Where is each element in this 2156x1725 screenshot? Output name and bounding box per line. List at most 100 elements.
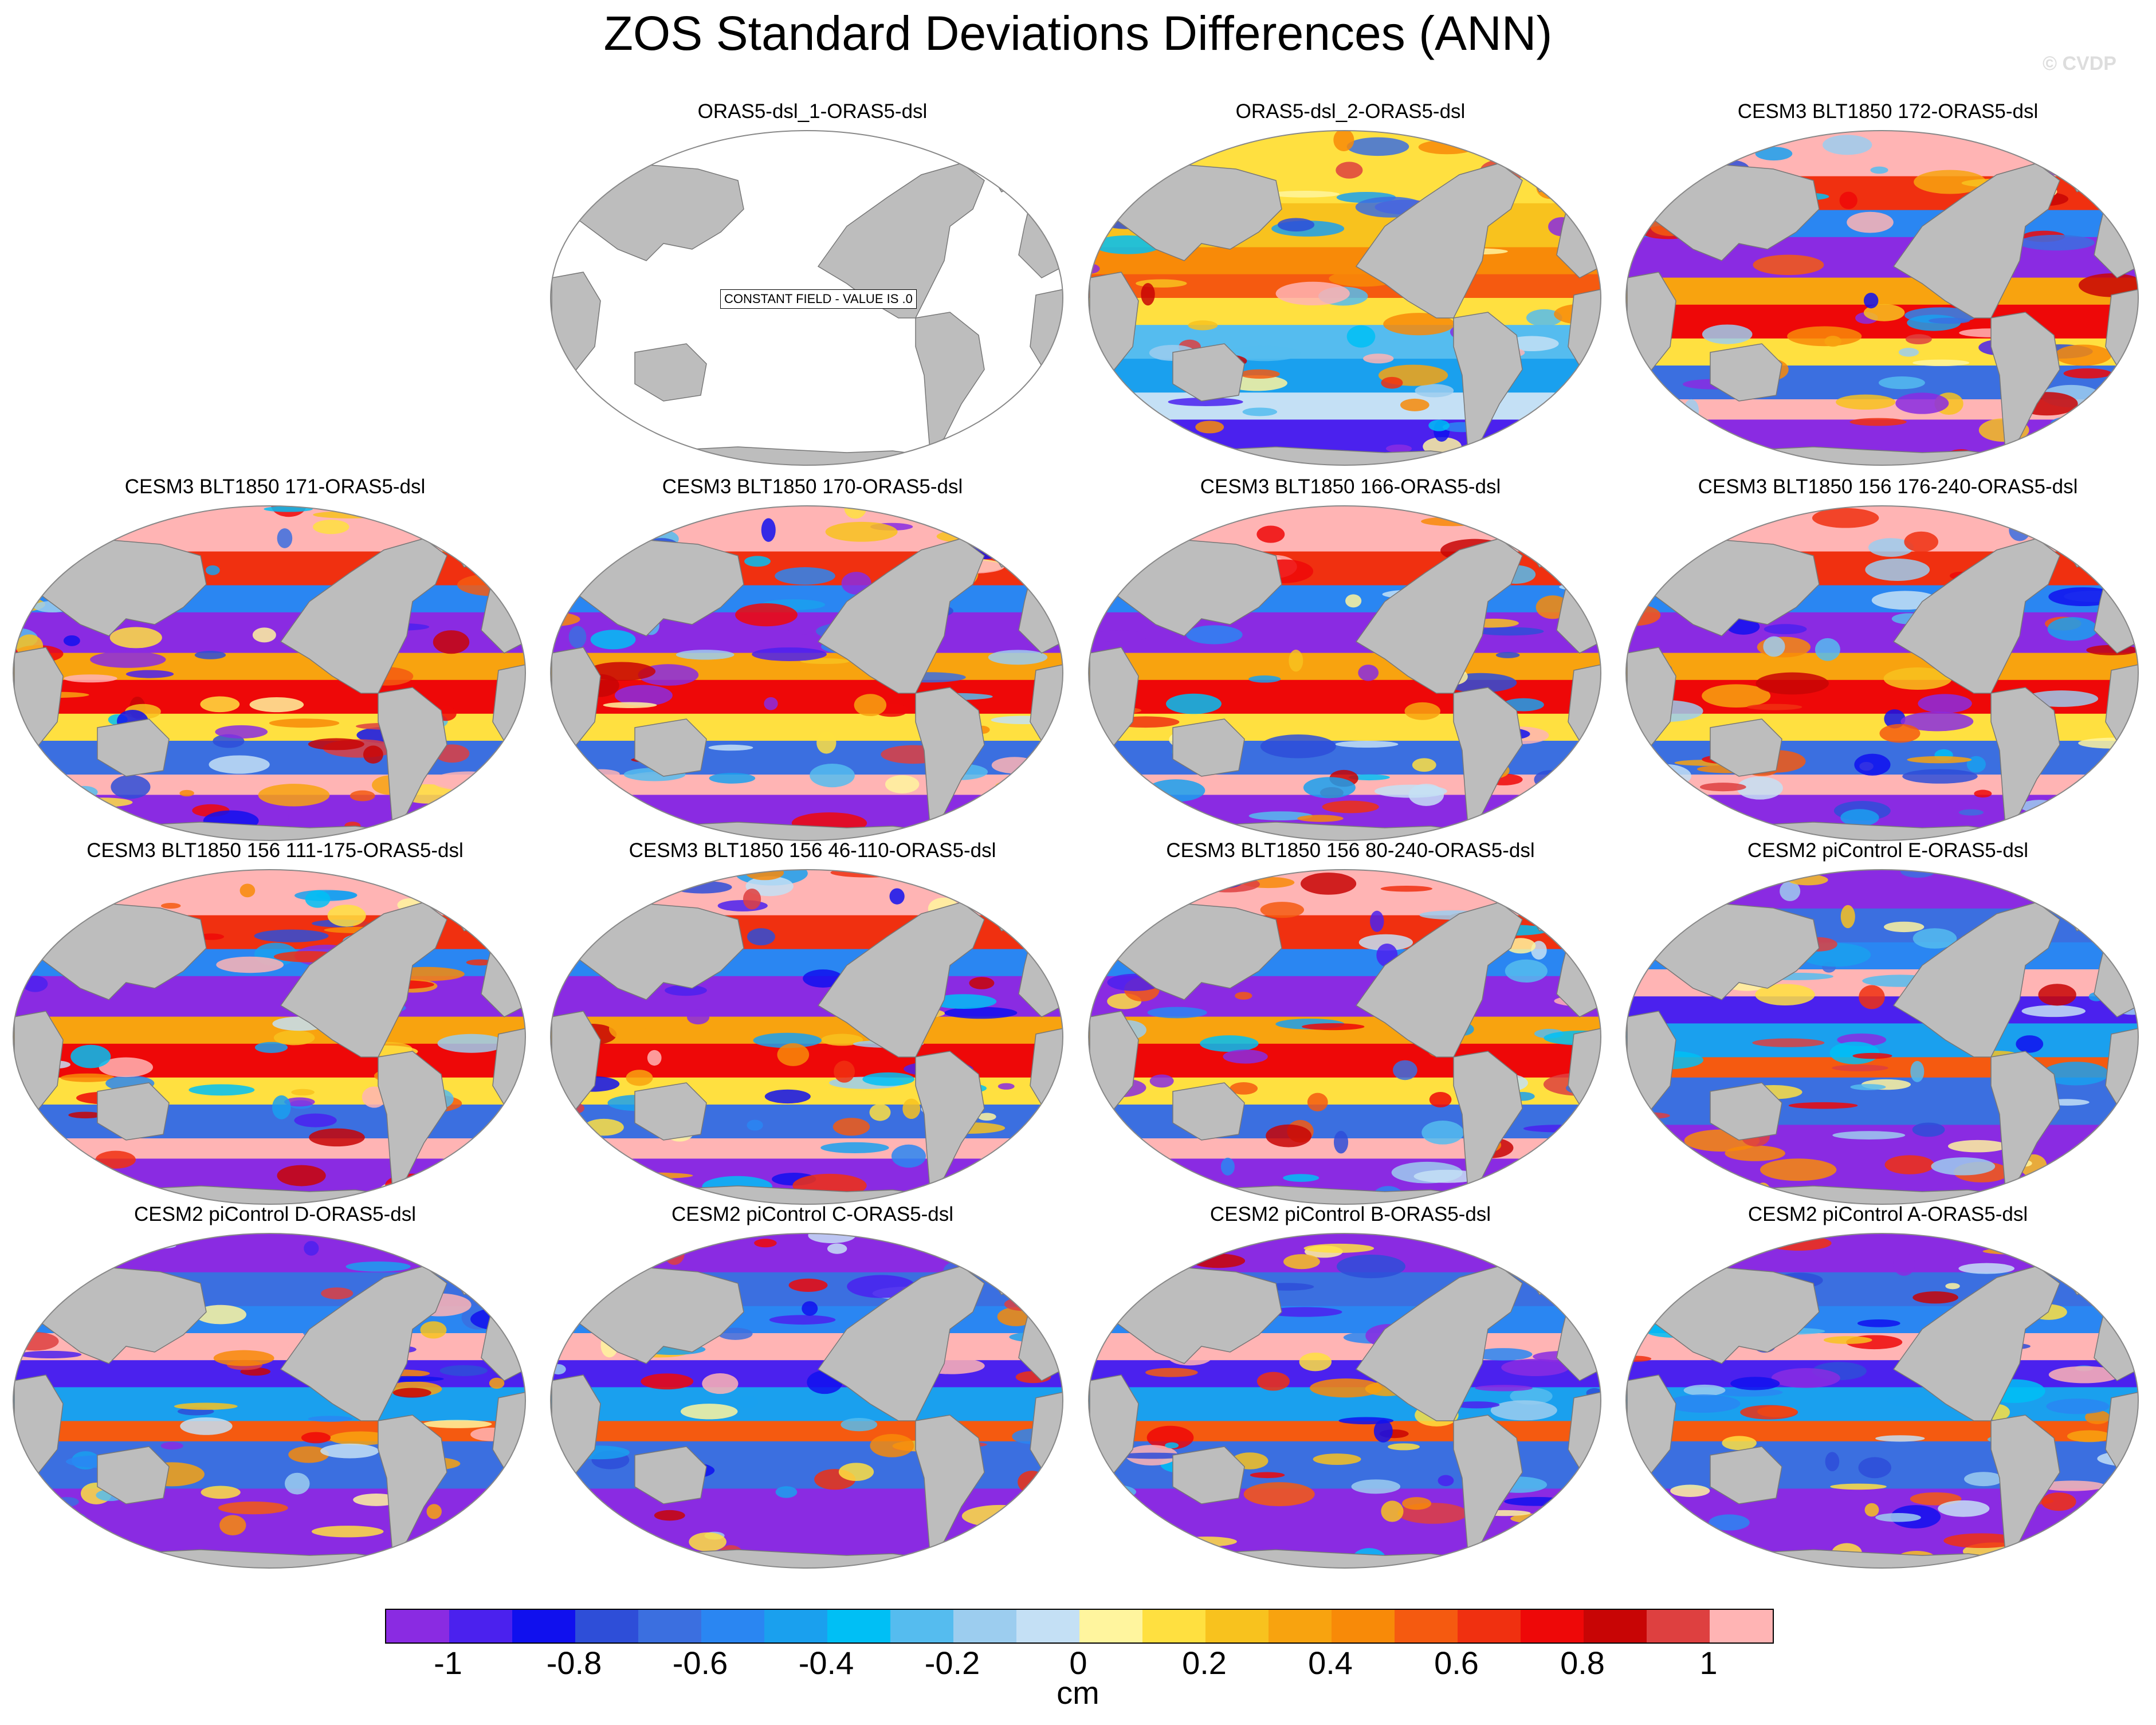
panel-title: CESM3 BLT1850 166-ORAS5-dsl xyxy=(1200,476,1501,498)
field-patch xyxy=(1878,376,1925,390)
field-patch xyxy=(95,1150,136,1169)
field-patch xyxy=(442,1546,468,1559)
field-patch xyxy=(1864,1503,1879,1517)
field-patch xyxy=(1645,1256,1663,1273)
field-patch xyxy=(608,1017,646,1040)
field-patch xyxy=(1788,1102,1858,1109)
panel-title: CESM3 BLT1850 156 176-240-ORAS5-dsl xyxy=(1698,476,2078,498)
field-patch xyxy=(449,1246,497,1268)
field-patch xyxy=(2009,518,2031,541)
field-patch xyxy=(966,1555,1020,1568)
field-patch xyxy=(198,933,225,940)
field-patch xyxy=(1266,1307,1342,1317)
land-mass xyxy=(915,1414,985,1554)
field-patch xyxy=(551,1140,574,1163)
field-patch xyxy=(1310,1378,1383,1398)
field-patch xyxy=(551,1448,564,1471)
field-patch xyxy=(13,779,65,794)
field-patch xyxy=(1636,764,1691,788)
field-patch xyxy=(13,1126,26,1139)
field-patch xyxy=(1381,1500,1404,1522)
field-patch xyxy=(345,1261,411,1272)
field-patch xyxy=(13,1332,59,1351)
field-patch xyxy=(825,521,898,542)
field-patch xyxy=(735,603,798,627)
field-patch xyxy=(1195,421,1224,434)
field-patch xyxy=(2092,1258,2106,1272)
field-patch xyxy=(1392,1060,1417,1080)
field-patch xyxy=(995,779,1063,793)
panel-title: CESM3 BLT1850 156 80-240-ORAS5-dsl xyxy=(1166,839,1535,862)
field-patch xyxy=(718,1327,753,1340)
field-patch xyxy=(1566,775,1584,784)
field-patch xyxy=(288,805,304,830)
field-patch xyxy=(1112,783,1145,795)
field-patch xyxy=(269,718,340,728)
field-patch xyxy=(1181,820,1218,826)
field-patch xyxy=(902,1098,921,1119)
field-patch xyxy=(1752,1038,1825,1047)
field-patch xyxy=(737,1395,759,1409)
field-patch xyxy=(64,674,117,683)
field-patch xyxy=(1655,429,1701,450)
field-patch xyxy=(1513,1543,1586,1567)
field-patch xyxy=(2021,131,2043,141)
panel-title: CESM3 BLT1850 172-ORAS5-dsl xyxy=(1737,100,2039,123)
field-patch xyxy=(502,1510,520,1522)
field-patch xyxy=(32,1510,87,1526)
field-patch xyxy=(2042,1062,2109,1086)
field-patch xyxy=(1358,665,1379,681)
field-patch xyxy=(1883,667,1952,690)
field-patch xyxy=(419,1550,454,1567)
map-panel: CESM2 piControl C-ORAS5-dsl xyxy=(549,1203,1076,1570)
field-patch xyxy=(254,929,329,942)
map-outline xyxy=(1088,1233,1601,1569)
land-mass xyxy=(97,1446,170,1504)
map-outline xyxy=(13,505,526,841)
ocean-band xyxy=(551,1441,1063,1490)
field-patch xyxy=(862,1072,915,1086)
field-patch xyxy=(1958,1263,2014,1274)
field-patch xyxy=(969,977,995,989)
field-patch xyxy=(1626,878,1662,901)
land-mass xyxy=(280,1266,447,1421)
world-map xyxy=(1625,869,2139,1205)
field-patch xyxy=(1146,1425,1194,1450)
panel-title: CESM3 BLT1850 156 111-175-ORAS5-dsl xyxy=(87,839,464,862)
field-patch xyxy=(60,1073,115,1082)
field-patch xyxy=(745,870,784,881)
ocean-band xyxy=(13,1387,525,1422)
field-patch xyxy=(702,1373,739,1394)
field-patch xyxy=(603,702,657,709)
colorbar-swatch xyxy=(890,1610,953,1643)
field-patch xyxy=(2047,617,2098,641)
field-patch xyxy=(626,1070,653,1086)
map-panel: CESM3 BLT1850 172-ORAS5-dsl xyxy=(1624,100,2151,467)
field-patch xyxy=(329,1431,391,1445)
colorbar-swatch xyxy=(1647,1610,1710,1643)
land-mass xyxy=(1892,538,2060,694)
colorbar-swatch xyxy=(701,1610,764,1643)
colorbar-swatch xyxy=(1710,1610,1773,1643)
field-patch xyxy=(2103,150,2129,157)
field-patch xyxy=(673,881,732,894)
land-mass xyxy=(915,312,985,451)
land-mass xyxy=(1355,163,1523,319)
field-patch xyxy=(1402,1497,1432,1510)
field-patch xyxy=(1626,1190,1633,1199)
land-mass xyxy=(1710,1082,1782,1141)
field-patch xyxy=(752,647,827,661)
field-patch xyxy=(1524,140,1556,157)
field-patch xyxy=(378,1181,415,1204)
field-patch xyxy=(902,506,949,508)
ocean-band xyxy=(1626,870,2138,909)
colorbar-swatch xyxy=(1269,1610,1332,1643)
field-patch xyxy=(72,823,143,840)
field-patch xyxy=(769,1315,836,1325)
field-patch xyxy=(13,1154,65,1169)
ocean-band xyxy=(1089,1043,1601,1078)
panel-title: CESM3 BLT1850 171-ORAS5-dsl xyxy=(124,476,426,498)
field-patch xyxy=(1098,830,1157,840)
field-patch xyxy=(1670,1484,1710,1497)
field-patch xyxy=(69,1188,85,1202)
